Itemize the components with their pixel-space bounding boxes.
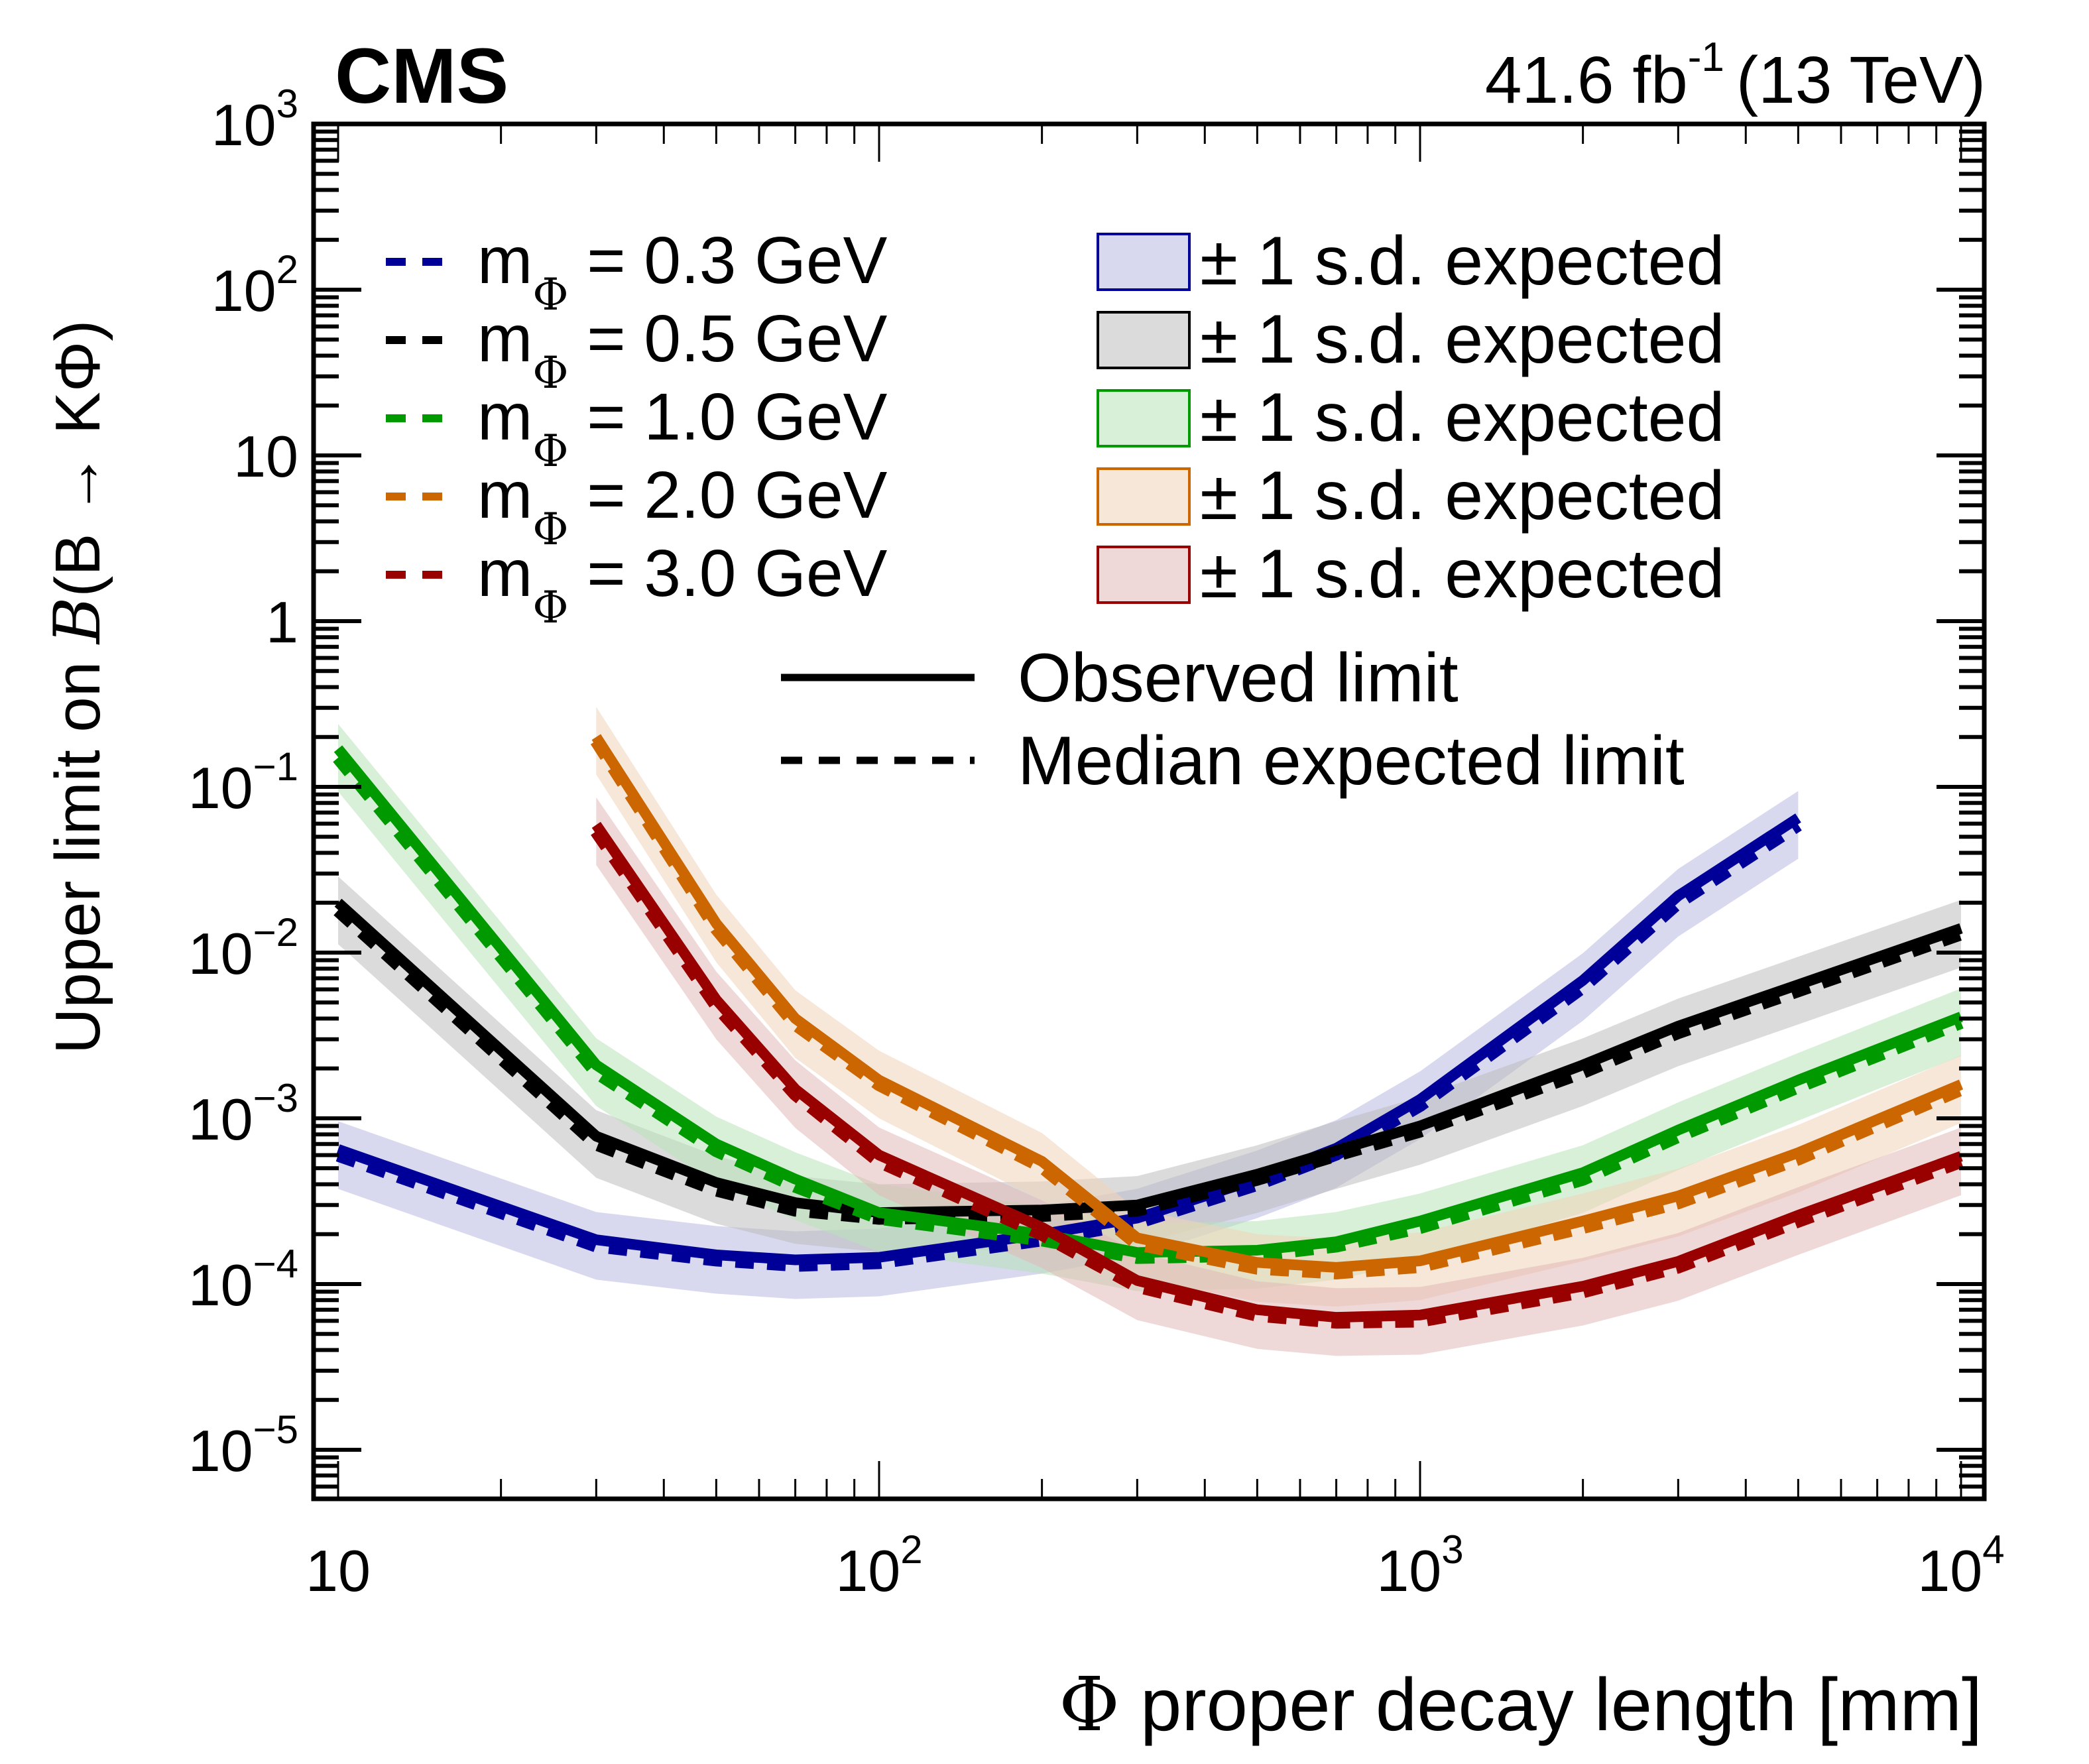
legend-mass-value: = 0.5 GeV [568,302,887,376]
band-2 [338,876,1961,1252]
y-axis-title-prefix: Upper limit on [42,644,113,1054]
legend-style-entry: Observed limit [781,640,1459,717]
y-tick-label-base: 10 [188,755,253,821]
y-tick-label-base: 10 [233,424,298,489]
legend-band-label: ± 1 s.d. expected [1200,457,1724,534]
legend-mass-label: mΦ = 1.0 GeV [477,380,888,477]
y-tick-label-base: 10 [188,1418,253,1484]
y-tick-label-base: 10 [188,1087,253,1152]
y-tick-label-base: 10 [211,92,276,158]
legend-style-label: Observed limit [1018,640,1459,717]
legend-band-swatch [1097,389,1191,447]
y-tick-label: 10−5 [188,1407,298,1484]
y-tick-label: 10 [233,424,298,489]
legend-entry: mΦ = 2.0 GeV ± 1 s.d. expected [386,457,1724,555]
x-tick-label-base: 10 [306,1538,371,1604]
legend-band-swatch [1097,233,1191,291]
y-tick-label-exponent: −1 [253,744,298,789]
band-3 [338,723,1961,1291]
legend-mass-symbol: m [477,380,532,454]
legend-mass-label: mΦ = 0.5 GeV [477,302,888,398]
x-tick-label-base: 10 [1917,1538,1982,1604]
x-tick-label: 104 [1917,1527,2004,1604]
legend-mass-value: = 0.3 GeV [568,223,887,298]
legend-entry: mΦ = 0.3 GeV ± 1 s.d. expected [386,223,1724,320]
y-tick-label-exponent: 3 [276,82,298,126]
phi-symbol: Φ [1059,1662,1120,1748]
legend-mass-label: mΦ = 0.3 GeV [477,223,888,320]
legend-mass-label: mΦ = 3.0 GeV [477,536,888,633]
legend-entry: mΦ = 0.5 GeV ± 1 s.d. expected [386,301,1724,398]
y-tick-label: 10−1 [188,744,298,821]
y-axis-title-suffix: (B → KΦ) [42,320,113,597]
y-tick-label-base: 10 [188,921,253,986]
y-tick-label: 10−4 [188,1242,298,1318]
x-tick-label: 102 [835,1527,922,1604]
y-tick-label: 10−2 [188,910,298,986]
legend-band-label: ± 1 s.d. expected [1200,223,1724,300]
limit-lines [333,734,1964,1329]
x-tick-label-base: 10 [835,1538,900,1604]
x-tick-label: 10 [306,1538,371,1604]
legend-mass-label: mΦ = 2.0 GeV [477,458,888,555]
legend-style-label: Median expected limit [1018,723,1685,799]
luminosity-label: 41.6 fb-1 (13 TeV) [1485,34,1986,117]
y-tick-label-base: 1 [266,589,298,655]
x-tick-label-exponent: 2 [900,1527,922,1572]
band-1 [338,791,1799,1299]
observed-line-2 [334,898,1963,1218]
y-tick-label-base: 10 [188,1252,253,1318]
y-tick-label-exponent: −3 [253,1076,298,1120]
legend-band-label: ± 1 s.d. expected [1200,301,1724,378]
legend-band-label: ± 1 s.d. expected [1200,379,1724,456]
legend-mass-symbol: m [477,536,532,611]
legend-mass-symbol: m [477,223,532,298]
legend-band-swatch [1097,311,1191,369]
x-axis-title-text: proper decay length [mm] [1120,1663,1982,1746]
legend-mass-value: = 3.0 GeV [568,536,887,611]
expected-line-3 [333,753,1964,1264]
experiment-label: CMS [335,32,508,120]
y-tick-label-base: 10 [211,258,276,323]
y-tick-label-exponent: −4 [253,1242,298,1286]
legend-band-swatch [1097,546,1191,604]
y-axis-title-symbol: B [40,597,115,646]
y-tick-label-exponent: −5 [253,1407,298,1452]
x-tick-label-base: 10 [1376,1538,1441,1604]
y-tick-label: 103 [211,82,298,158]
legend-entry: mΦ = 1.0 GeV ± 1 s.d. expected [386,379,1724,477]
legend-mass-subscript: Φ [532,582,568,633]
x-tick-label-exponent: 3 [1441,1527,1463,1572]
y-axis-title: Upper limit on B(B → KΦ) [40,320,115,1054]
legend-band-label: ± 1 s.d. expected [1200,536,1724,613]
legend-band-swatch [1097,467,1191,526]
y-tick-label: 10−3 [188,1076,298,1152]
legend-mass-subscript: Φ [532,426,568,477]
legend-mass-value: = 1.0 GeV [568,380,887,454]
legend-mass-value: = 2.0 GeV [568,458,887,532]
legend-mass-subscript: Φ [532,504,568,555]
lumi-value: 41.6 fb [1485,43,1688,117]
legend-mass-subscript: Φ [532,269,568,320]
y-tick-label: 1 [266,589,298,655]
x-tick-label-exponent: 4 [1982,1527,2004,1572]
x-tick-label: 103 [1376,1527,1463,1604]
legend-style-entry: Median expected limit [781,723,1685,799]
y-tick-label: 102 [211,247,298,323]
legend-mass-subscript: Φ [532,347,568,398]
legend-mass-symbol: m [477,458,532,532]
axis-ticks [314,124,1984,1499]
lumi-exponent: -1 [1688,34,1724,80]
lumi-energy: (13 TeV) [1736,43,1986,117]
expected-line-4 [590,736,1964,1279]
y-tick-label-exponent: −2 [253,910,298,955]
x-axis-title: Φ proper decay length [mm] [1059,1662,1982,1748]
legend-mass-symbol: m [477,302,532,376]
y-tick-label-exponent: 2 [276,247,298,292]
legend-entry: mΦ = 3.0 GeV ± 1 s.d. expected [386,536,1724,633]
